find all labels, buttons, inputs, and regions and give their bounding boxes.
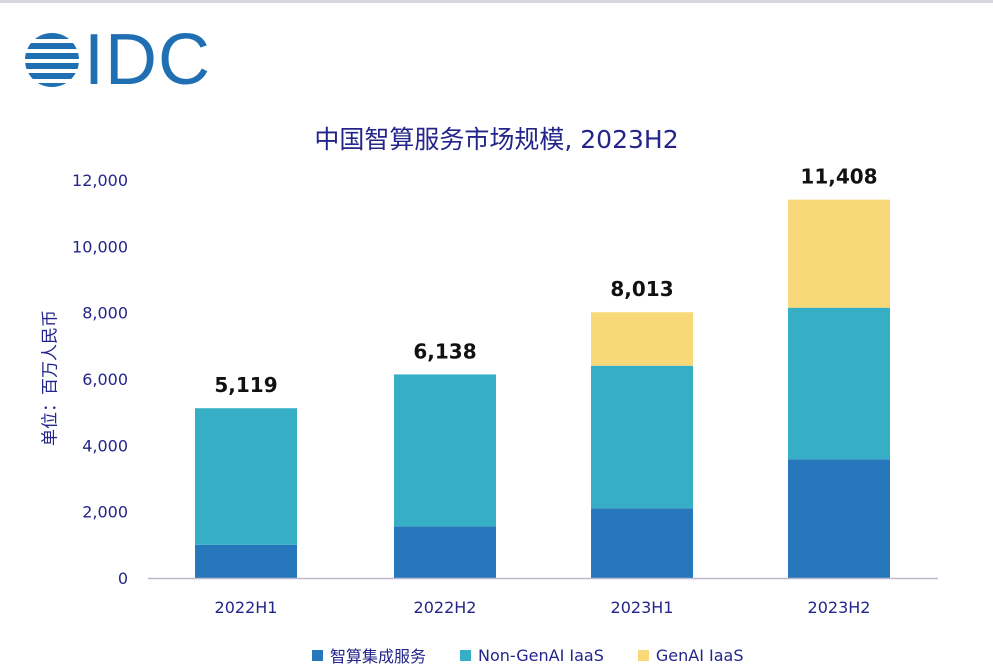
bar-segment-2022h1-series-2 — [195, 408, 297, 545]
idc-logo: IDC — [22, 20, 222, 100]
bar-segment-2023h2-series-1 — [788, 459, 890, 578]
x-tick-label: 2022H1 — [215, 598, 278, 617]
legend-swatch — [312, 649, 323, 661]
legend-swatch — [637, 649, 649, 661]
bar-segment-2022h1-series-1 — [195, 544, 297, 578]
logo-wordmark: IDC — [84, 20, 211, 100]
legend-item: Non-GenAI IaaS — [460, 646, 604, 665]
x-tick-label: 2023H2 — [808, 598, 871, 617]
idc-globe-icon — [25, 33, 79, 87]
y-tick-label: 10,000 — [72, 237, 128, 256]
y-tick-label: 4,000 — [82, 436, 128, 455]
bar-segment-2022h2-series-2 — [394, 374, 496, 527]
legend-item: 智算集成服务 — [312, 643, 426, 667]
bar-segment-2022h2-series-1 — [394, 526, 496, 578]
bar-total-label: 6,138 — [413, 339, 476, 363]
y-tick-label: 2,000 — [82, 503, 128, 522]
bar-segment-2023h1-series-1 — [591, 508, 693, 578]
legend: 智算集成服务 Non-GenAI IaaS GenAI IaaS — [312, 644, 778, 666]
chart-title: 中国智算服务市场规模, 2023H2 — [314, 125, 679, 154]
x-tick-label: 2023H1 — [611, 598, 674, 617]
bar-total-label: 8,013 — [610, 277, 673, 301]
bar-segment-2023h2-series-3 — [788, 199, 890, 308]
legend-label: 智算集成服务 — [330, 647, 427, 666]
y-tick-label: 0 — [118, 569, 128, 588]
y-tick-label: 8,000 — [82, 304, 128, 323]
bar-total-label: 11,408 — [800, 165, 877, 189]
bar-total-label: 5,119 — [214, 373, 277, 397]
legend-label: Non-GenAI IaaS — [478, 645, 604, 665]
legend-item: GenAI IaaS — [637, 645, 744, 665]
bar-segment-2023h1-series-2 — [591, 365, 693, 509]
y-tick-label: 6,000 — [82, 370, 128, 389]
y-tick-label: 12,000 — [72, 171, 128, 190]
top-divider — [0, 0, 993, 3]
legend-label: GenAI IaaS — [655, 645, 744, 665]
x-tick-label: 2022H2 — [414, 598, 477, 617]
legend-swatch — [460, 649, 472, 661]
bar-segment-2023h2-series-2 — [788, 307, 890, 460]
bar-segment-2023h1-series-3 — [591, 312, 693, 366]
